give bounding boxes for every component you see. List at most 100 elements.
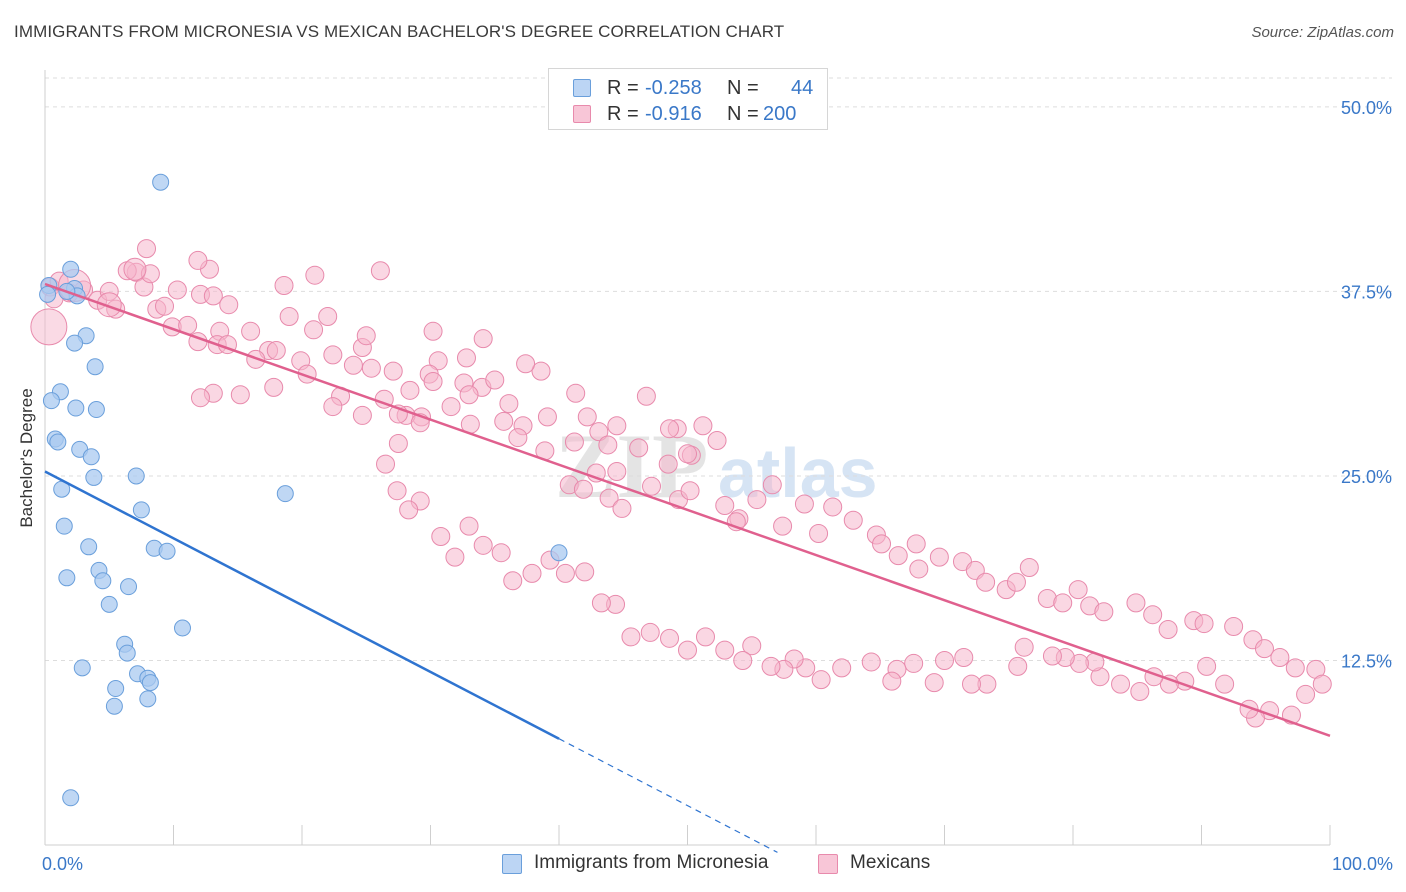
mexicans-point: [1042, 646, 1062, 666]
mexicans-point: [678, 444, 697, 464]
mexicans-point: [503, 571, 523, 591]
mexicans-point: [906, 534, 926, 554]
mexicans-point: [811, 670, 831, 690]
mexicans-point: [1296, 684, 1316, 704]
mexicans-point: [459, 385, 479, 405]
mexicans-point: [954, 648, 974, 668]
mexicans-point: [1019, 557, 1039, 577]
mexicans-point: [658, 454, 678, 474]
mexicans-point: [629, 438, 649, 458]
mexicans-point: [909, 559, 929, 579]
micronesia-point: [141, 674, 159, 692]
mexicans-point: [715, 640, 735, 660]
mexicans-point: [693, 416, 713, 436]
mexicans-point: [356, 326, 376, 346]
micronesia-point: [139, 690, 157, 708]
mexicans-point: [882, 671, 902, 691]
mexicans-point: [370, 261, 390, 281]
micronesia-point: [107, 680, 125, 698]
mexicans-point: [761, 656, 781, 676]
mexicans-point: [30, 308, 68, 346]
mexicans-point: [188, 250, 208, 270]
mexicans-point: [598, 435, 618, 455]
mexicans-trend-line: [44, 282, 1331, 737]
y-axis-label: Bachelor's Degree: [17, 388, 36, 527]
mexicans-point: [872, 534, 892, 554]
y-tick-label: 12.5%: [1341, 651, 1392, 671]
correlation-legend: R = -0.258 N = 44 R = -0.916 N = 200: [548, 68, 828, 130]
mexicans-point: [607, 416, 627, 436]
mexicans-point: [323, 345, 343, 365]
micronesia-point: [105, 697, 123, 715]
mexicans-point: [924, 673, 944, 693]
mexicans-point: [1312, 674, 1332, 694]
y-tick-label: 37.5%: [1341, 282, 1392, 302]
mexicans-point: [241, 321, 261, 341]
mexicans-point: [400, 380, 420, 400]
legend-n-value: 200: [763, 103, 797, 125]
mexicans-point: [642, 476, 662, 496]
mexicans-point: [1224, 617, 1244, 637]
mexicans-point: [1215, 674, 1235, 694]
mexicans-point: [304, 320, 324, 340]
mexicans-point: [1197, 656, 1217, 676]
mexicans-point: [564, 432, 584, 452]
mexicans-point: [399, 500, 419, 520]
mexicans-point: [1094, 602, 1114, 622]
mexicans-point: [266, 340, 286, 360]
mexicans-point: [575, 562, 595, 582]
mexicans-point: [747, 490, 767, 510]
mexicans-point: [680, 481, 700, 501]
mexicans-point: [343, 355, 363, 375]
mexicans-point: [794, 494, 814, 514]
micronesia-point: [550, 544, 568, 562]
mexicans-point: [264, 377, 284, 397]
mexicans-point: [1126, 593, 1146, 613]
mexicans-point: [589, 422, 609, 442]
legend-r-value: -0.916: [645, 103, 702, 125]
micronesia-point: [39, 285, 57, 303]
legend-n-label: N =: [727, 103, 759, 125]
mexicans-point: [123, 257, 147, 281]
micronesia-point: [276, 485, 294, 503]
mexicans-point: [809, 524, 829, 544]
legend-r-label: R =: [607, 77, 639, 99]
mexicans-point: [473, 535, 493, 555]
mexicans-point: [599, 488, 619, 508]
mexicans-point: [361, 358, 381, 378]
mexicans-point: [499, 394, 519, 414]
legend-swatch-pink: [573, 105, 591, 123]
mexicans-point: [715, 495, 735, 515]
mexicans-point: [516, 354, 536, 374]
legend-row-micronesia: R = -0.258 N = 44: [549, 77, 827, 101]
y-tick-label: 50.0%: [1341, 98, 1392, 118]
mexicans-point: [660, 419, 680, 439]
micronesia-point: [85, 468, 103, 486]
mexicans-point: [660, 628, 680, 648]
mexicans-point: [573, 479, 593, 499]
mexicans-point: [279, 307, 299, 327]
micronesia-point: [158, 542, 176, 560]
mexicans-point: [423, 371, 443, 391]
mexicans-point: [190, 388, 210, 408]
mexicans-point: [388, 433, 408, 453]
x-tick-label: 0.0%: [42, 854, 83, 874]
mexicans-point: [1053, 593, 1073, 613]
mexicans-point: [376, 454, 396, 474]
micronesia-point: [80, 538, 98, 556]
mexicans-point: [929, 547, 949, 567]
mexicans-point: [1130, 681, 1150, 701]
mexicans-point: [428, 351, 448, 371]
mexicans-point: [137, 239, 157, 259]
bottom-swatch-pink: [818, 854, 838, 874]
mexicans-point: [976, 572, 996, 592]
mexicans-point: [1158, 619, 1178, 639]
legend-swatch-blue: [573, 79, 591, 97]
micronesia-trend-line: [44, 470, 560, 740]
tick-labels: 12.5% 25.0% 37.5% 50.0% 0.0% 100.0%: [42, 98, 1393, 874]
legend-n-value: 44: [791, 77, 814, 99]
mexicans-point: [219, 295, 239, 315]
mexicans-point: [566, 383, 586, 403]
mexicans-point: [762, 475, 782, 495]
